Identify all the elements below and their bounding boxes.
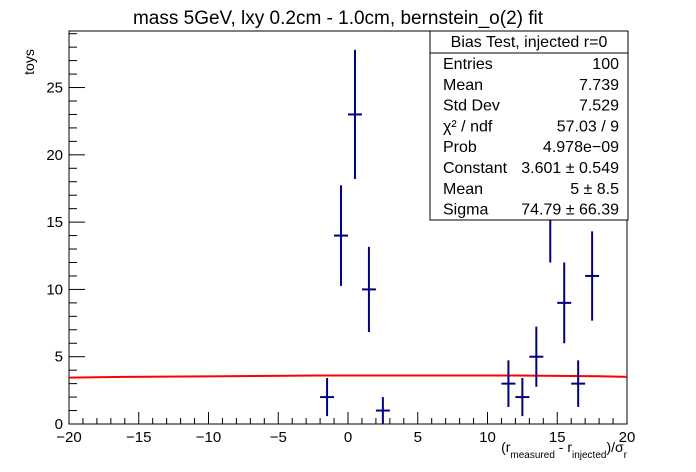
y-tick-label: 5 — [55, 349, 63, 366]
x-axis-label-prefix: (r — [501, 439, 511, 455]
x-axis-label-sub-r: r — [624, 450, 628, 461]
stats-row-label: Std Dev — [443, 98, 500, 115]
x-tick-label: −10 — [196, 429, 221, 446]
x-tick-label: −5 — [270, 429, 287, 446]
data-point — [361, 246, 376, 332]
fit-curve — [68, 374, 628, 379]
x-axis-label-mid: )/σ — [606, 439, 624, 455]
stats-box: Bias Test, injected r=0 Entries 100 Mean 7.… — [429, 30, 629, 221]
stats-row-value: 74.79 ± 66.39 — [521, 202, 619, 219]
chart-title: mass 5GeV, lxy 0.2cm - 1.0cm, bernstein_… — [133, 8, 544, 29]
x-tick-label: 10 — [479, 429, 496, 446]
data-point — [501, 360, 516, 407]
x-tick-label: −20 — [56, 429, 81, 446]
x-axis-label-minus: - r — [555, 439, 572, 455]
x-tick-label: 5 — [414, 429, 422, 446]
data-point — [557, 262, 572, 344]
stats-row-label: Prob — [443, 139, 477, 156]
stats-row-label: Sigma — [443, 202, 488, 219]
data-point — [375, 397, 390, 424]
stats-row-label: Constant — [443, 160, 508, 177]
data-point — [334, 185, 348, 286]
x-tick-label: 15 — [549, 429, 566, 446]
stats-row-value: 100 — [592, 56, 619, 73]
data-point — [515, 378, 530, 417]
stats-box-title: Bias Test, injected r=0 — [451, 34, 608, 51]
x-axis-label: (rmeasured - rinjected)/σr — [501, 439, 628, 461]
stats-row-label: Mean — [443, 77, 483, 94]
x-tick-label: 20 — [619, 429, 636, 446]
stats-row-value: 57.03 / 9 — [557, 118, 619, 135]
stats-row-value: 7.739 — [579, 77, 619, 94]
data-point — [571, 360, 586, 407]
stats-row-label: χ² / ndf — [443, 118, 493, 135]
x-axis-label-sub-measured: measured — [510, 450, 554, 461]
stats-row-label: Mean — [443, 181, 483, 198]
data-point — [320, 378, 335, 417]
data-point — [529, 326, 544, 387]
stats-row-value: 3.601 ± 0.549 — [521, 160, 619, 177]
stats-row-value: 4.978e−09 — [543, 139, 619, 156]
stats-box-frame — [429, 30, 629, 221]
plot-area: −20 −15 −10 −5 0 5 10 15 20 0 5 10 15 20 25 — [46, 30, 636, 446]
y-tick-label: 0 — [55, 416, 63, 433]
y-axis-label: toys — [21, 49, 37, 75]
y-tick-label: 10 — [46, 281, 63, 298]
y-tick-label: 20 — [46, 147, 63, 164]
data-point — [585, 231, 600, 321]
y-tick-label: 25 — [46, 80, 63, 97]
x-axis-label-sub-injected: injected — [572, 450, 606, 461]
x-tick-label: −15 — [126, 429, 151, 446]
stats-row-label: Entries — [443, 56, 493, 73]
x-tick-label: 0 — [344, 429, 352, 446]
stats-rows: Entries 100 Mean 7.739 Std Dev 7.529 χ² / ndf 5… — [443, 56, 619, 219]
stats-row-value: 5 ± 8.5 — [570, 181, 619, 198]
stats-row-value: 7.529 — [579, 98, 619, 115]
y-tick-label: 15 — [46, 214, 63, 231]
data-point — [348, 49, 362, 179]
